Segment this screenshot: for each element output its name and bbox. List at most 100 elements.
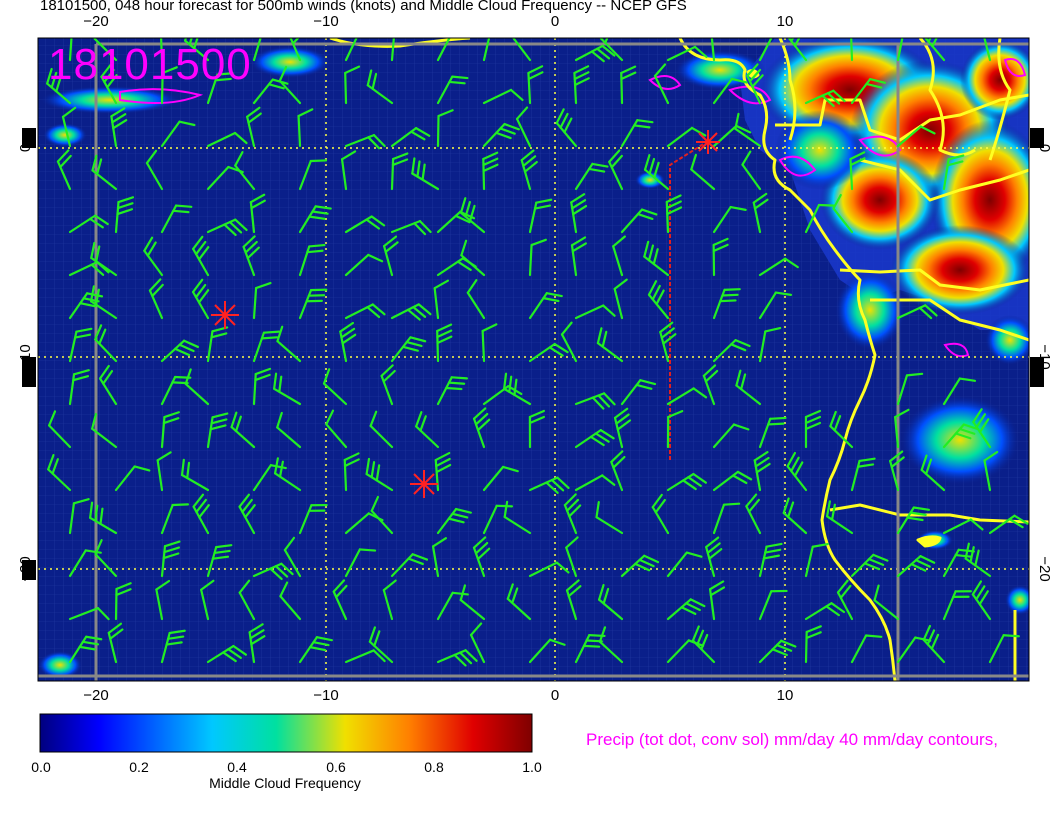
wind-barb (574, 44, 616, 63)
wind-barb (850, 634, 883, 664)
wind-barb (68, 498, 90, 535)
wind-barb (206, 412, 229, 449)
wind-barb (613, 407, 632, 449)
wind-barb (849, 151, 866, 191)
wind-barb (160, 339, 200, 363)
wind-barb (758, 416, 787, 449)
colorbar-tick: 0.2 (129, 759, 149, 775)
wind-barb (597, 583, 624, 621)
wind-barb (159, 38, 164, 62)
wind-barb (434, 451, 452, 492)
wind-barb (482, 504, 514, 535)
wind-barb (344, 649, 386, 664)
wind-barb (344, 215, 386, 234)
wind-barb (93, 38, 118, 62)
wind-barb (565, 579, 582, 621)
wind-barb (988, 514, 1029, 535)
wind-barb (528, 638, 566, 664)
wind-barb (415, 411, 440, 449)
wind-barb (238, 493, 256, 535)
wind-barb (339, 321, 357, 363)
colorbar-tick: 0.4 (227, 759, 247, 775)
wind-barb (896, 506, 930, 535)
wind-barb (382, 235, 399, 277)
wind-barb (942, 377, 977, 406)
marker-star (211, 301, 239, 329)
lat-labels-left: 0 −10 −20 (17, 144, 34, 582)
wind-barb (344, 253, 384, 277)
wind-barb (206, 544, 233, 578)
wind-barb (344, 548, 377, 578)
wind-barb (850, 457, 876, 492)
wind-barb (436, 591, 469, 621)
wind-barb (252, 38, 278, 62)
lon-label: 10 (777, 687, 794, 704)
lat-label: −10 (17, 344, 34, 369)
wind-barb (758, 326, 782, 363)
wind-barb (598, 626, 624, 664)
wind-barb (369, 410, 394, 449)
wind-barb (690, 153, 716, 191)
lon-label: −20 (83, 13, 108, 30)
wind-barb (829, 410, 854, 449)
wind-barb (242, 235, 260, 277)
wind-barb (191, 278, 210, 320)
wind-barb (666, 472, 708, 492)
wind-barb (758, 257, 799, 277)
lon-label: 10 (777, 13, 794, 30)
wind-barb (503, 372, 532, 406)
wind-barb (68, 214, 109, 234)
wind-barb (620, 379, 657, 406)
wind-barb (370, 495, 394, 535)
wind-barb (758, 38, 775, 62)
precip-note: Precip (tot dot, conv sol) mm/day 40 mm/… (586, 730, 998, 749)
wind-barb (520, 149, 538, 191)
marker-star (696, 130, 720, 154)
lon-label: −20 (83, 687, 108, 704)
wind-barb (712, 502, 741, 535)
wind-barb (666, 126, 707, 148)
wind-barb (988, 634, 1020, 664)
wind-barb (279, 581, 302, 621)
wind-barb (61, 106, 77, 148)
wind-barb (460, 239, 486, 277)
location-markers (211, 130, 720, 498)
wind-barb (528, 409, 545, 449)
wind-barb (555, 108, 578, 148)
lon-labels-top: −20 −10 0 10 (83, 13, 793, 30)
wind-barb (238, 579, 256, 621)
wind-barb (894, 408, 910, 449)
wind-barb (68, 327, 93, 363)
wind-barb (380, 364, 396, 406)
wind-barb (836, 579, 854, 621)
wind-barb (110, 107, 128, 148)
lat-label: −10 (1036, 344, 1053, 369)
wind-barb (712, 339, 751, 363)
wind-barb (596, 327, 624, 363)
wind-barb (390, 152, 409, 191)
latlon-grid (38, 38, 1029, 681)
wind-barb (515, 106, 532, 148)
wind-barb (156, 451, 172, 492)
wind-barb (160, 66, 178, 105)
wind-barb (482, 38, 492, 62)
wind-barb (599, 38, 624, 62)
wind-barb (148, 278, 164, 320)
wind-barb (89, 501, 118, 535)
wind-barb (276, 411, 302, 449)
wind-barb (528, 238, 547, 277)
wind-barb (643, 240, 670, 277)
wind-barb (574, 429, 615, 449)
wind-barb (160, 204, 193, 234)
wind-barb (702, 364, 719, 406)
lon-label: 0 (551, 687, 559, 704)
wind-barb (390, 553, 429, 578)
wind-barb (184, 368, 210, 406)
wind-barb (436, 507, 472, 535)
lat-label: 0 (17, 144, 34, 152)
wind-barb (273, 457, 302, 492)
wind-barb (340, 150, 357, 191)
wind-barb (249, 193, 266, 234)
lat-label: −20 (17, 556, 34, 581)
